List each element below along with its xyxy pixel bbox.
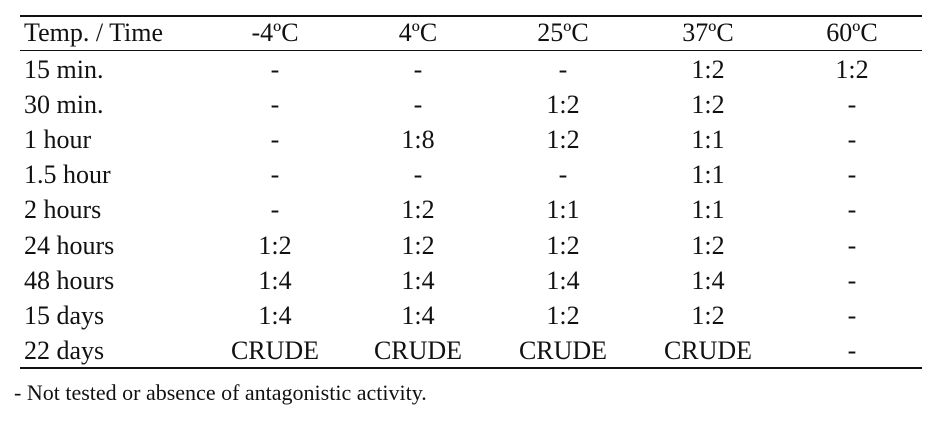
table-cell: CRUDE: [230, 335, 320, 365]
row-label: 2 hours: [24, 195, 102, 225]
table-cell: -: [847, 195, 857, 225]
table-cell: 1:2: [546, 125, 580, 155]
table-cell: 1:4: [258, 300, 292, 330]
table-cell: CRUDE: [518, 335, 608, 365]
table-cell: -: [847, 125, 857, 155]
table-cell: -: [270, 125, 280, 155]
table-cell: -: [270, 90, 280, 120]
table-cell: 1:2: [691, 230, 725, 260]
table-cell: -: [847, 230, 857, 260]
header-cell: -4ºC: [251, 18, 299, 47]
table-cell: 1:2: [546, 90, 580, 120]
table-cell: 1:4: [401, 300, 435, 330]
table-cell: 1:8: [401, 125, 435, 155]
table-cell: -: [270, 195, 280, 225]
table-cell: 1:1: [691, 195, 725, 225]
table-cell: -: [847, 300, 857, 330]
table-cell: 1:2: [546, 300, 580, 330]
table-cell: -: [847, 160, 857, 190]
header-cell: Temp. / Time: [24, 18, 164, 47]
table-cell: -: [270, 55, 280, 84]
table-cell: 1:4: [401, 265, 435, 295]
table-cell: 1:2: [691, 300, 725, 330]
table-cell: 1:2: [835, 55, 869, 84]
row-label: 15 min.: [24, 55, 104, 84]
header-cell: 4ºC: [398, 18, 438, 47]
row-label: 22 days: [24, 335, 105, 365]
row-label: 24 hours: [24, 230, 115, 260]
header-cell: 25ºC: [537, 18, 589, 47]
table-cell: 1:2: [691, 90, 725, 120]
table-cell: 1:2: [258, 230, 292, 260]
table-cell: -: [270, 160, 280, 190]
table-cell: CRUDE: [373, 335, 463, 365]
table-cell: -: [847, 335, 857, 365]
table-cell: -: [413, 55, 423, 84]
row-label: 30 min.: [24, 90, 104, 120]
table-cell: 1:2: [546, 230, 580, 260]
table-cell: 1:2: [401, 230, 435, 260]
bottom-rule: [20, 367, 922, 369]
row-label: 1 hour: [24, 125, 92, 155]
header-rule: [20, 50, 922, 51]
table-cell: 1:2: [691, 55, 725, 84]
row-label: 48 hours: [24, 265, 115, 295]
table-cell: -: [413, 90, 423, 120]
row-label: 1.5 hour: [24, 160, 111, 190]
table-cell: 1:4: [258, 265, 292, 295]
table-cell: -: [847, 265, 857, 295]
table-cell: -: [558, 55, 568, 84]
row-label: 15 days: [24, 300, 105, 330]
table-cell: 1:4: [691, 265, 725, 295]
table-cell: 1:1: [546, 195, 580, 225]
table-cell: 1:2: [401, 195, 435, 225]
table-cell: CRUDE: [663, 335, 753, 365]
footnote: - Not tested or absence of antagonistic …: [14, 380, 427, 405]
header-cell: 37ºC: [682, 18, 734, 47]
table-cell: -: [847, 90, 857, 120]
table-cell: 1:1: [691, 160, 725, 190]
table-cell: -: [413, 160, 423, 190]
table-cell: 1:4: [546, 265, 580, 295]
table-cell: -: [558, 160, 568, 190]
table-cell: 1:1: [691, 125, 725, 155]
top-rule: [20, 15, 922, 17]
header-cell: 60ºC: [826, 18, 878, 47]
